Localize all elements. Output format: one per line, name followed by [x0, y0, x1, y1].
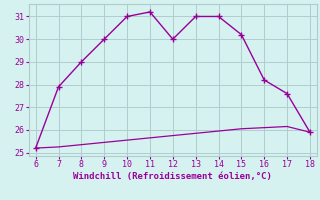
X-axis label: Windchill (Refroidissement éolien,°C): Windchill (Refroidissement éolien,°C) — [73, 172, 272, 181]
